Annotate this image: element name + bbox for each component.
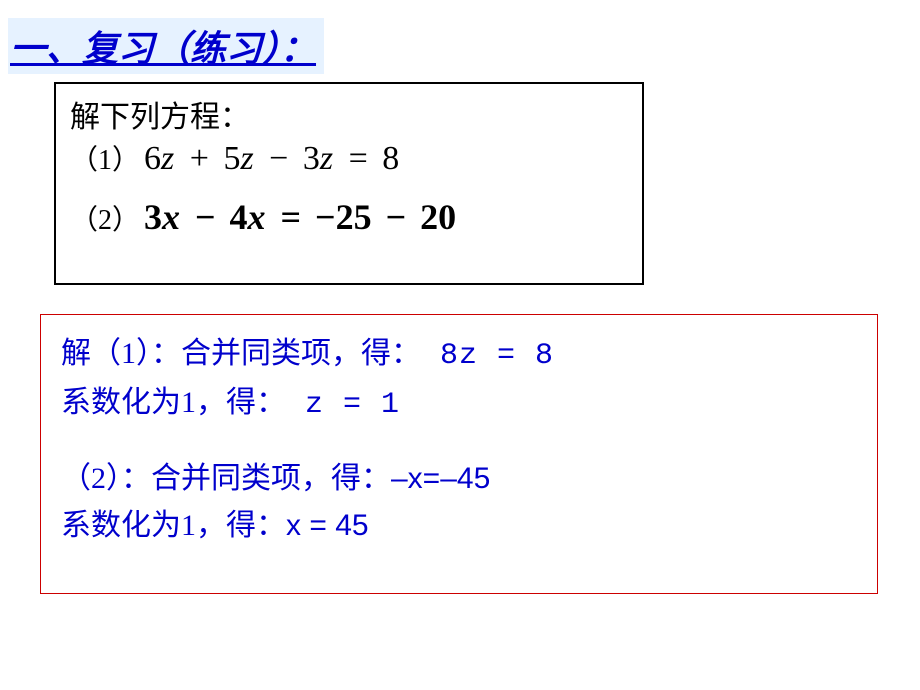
solution-line-4: 系数化为1，得：x = 45 [61,503,857,550]
eq1-op1: + [190,140,209,177]
sol1-eq: 8z = 8 [421,339,554,373]
problem-box: 解下列方程： （1） 6z + 5z − 3z = 8 （2） 3x − 4x … [54,82,644,285]
solution-line-3: （2）：合并同类项，得：–x=–45 [61,456,857,503]
solution-line-1: 解（1）：合并同类项，得： 8z = 8 [61,331,857,380]
equation-1-row: （1） 6z + 5z − 3z = 8 [70,138,628,178]
sol2-eq: z = 1 [286,388,400,422]
equation-2-label: （2） [70,198,140,238]
eq1-eq: = [349,140,368,177]
eq1-op2: − [269,140,288,177]
sol1-pre: 解（1）：合并同类项，得： [61,337,421,370]
solution-box: 解（1）：合并同类项，得： 8z = 8 系数化为1，得： z = 1 （2）：… [40,314,878,594]
sol3-eq: –x=–45 [391,462,490,495]
eq2-eq: = [281,197,302,237]
eq2-v2: x [248,197,267,237]
eq2-op2: − [386,197,407,237]
eq1-v1: z [161,140,175,177]
eq1-v2: z [240,140,254,177]
equation-2-row: （2） 3x − 4x = −25 − 20 [70,196,628,238]
eq2-v1: x [162,197,181,237]
solution-line-2: 系数化为1，得： z = 1 [61,380,857,429]
eq1-c2: 5 [223,140,240,177]
sol3-pre: （2）：合并同类项，得： [61,462,391,495]
sol4-eq: x = 45 [286,509,369,542]
eq2-c1: 3 [144,197,162,237]
equation-1-math: 6z + 5z − 3z = 8 [144,140,399,178]
sol4-pre: 系数化为1，得： [61,509,286,542]
eq1-rhs: 8 [382,140,399,177]
eq2-c2: 4 [230,197,248,237]
equation-2-math: 3x − 4x = −25 − 20 [144,196,456,238]
eq2-r1: 25 [336,197,372,237]
problem-title: 解下列方程： [70,92,628,136]
eq1-v3: z [320,140,334,177]
sol2-pre: 系数化为1，得： [61,386,286,419]
eq2-op1: − [195,197,216,237]
eq1-c1: 6 [144,140,161,177]
equation-1-label: （1） [70,138,140,178]
eq1-c3: 3 [303,140,320,177]
eq2-n1: − [315,197,336,237]
eq2-r2: 20 [420,197,456,237]
section-heading: 一、复习（练习）： [8,18,324,74]
